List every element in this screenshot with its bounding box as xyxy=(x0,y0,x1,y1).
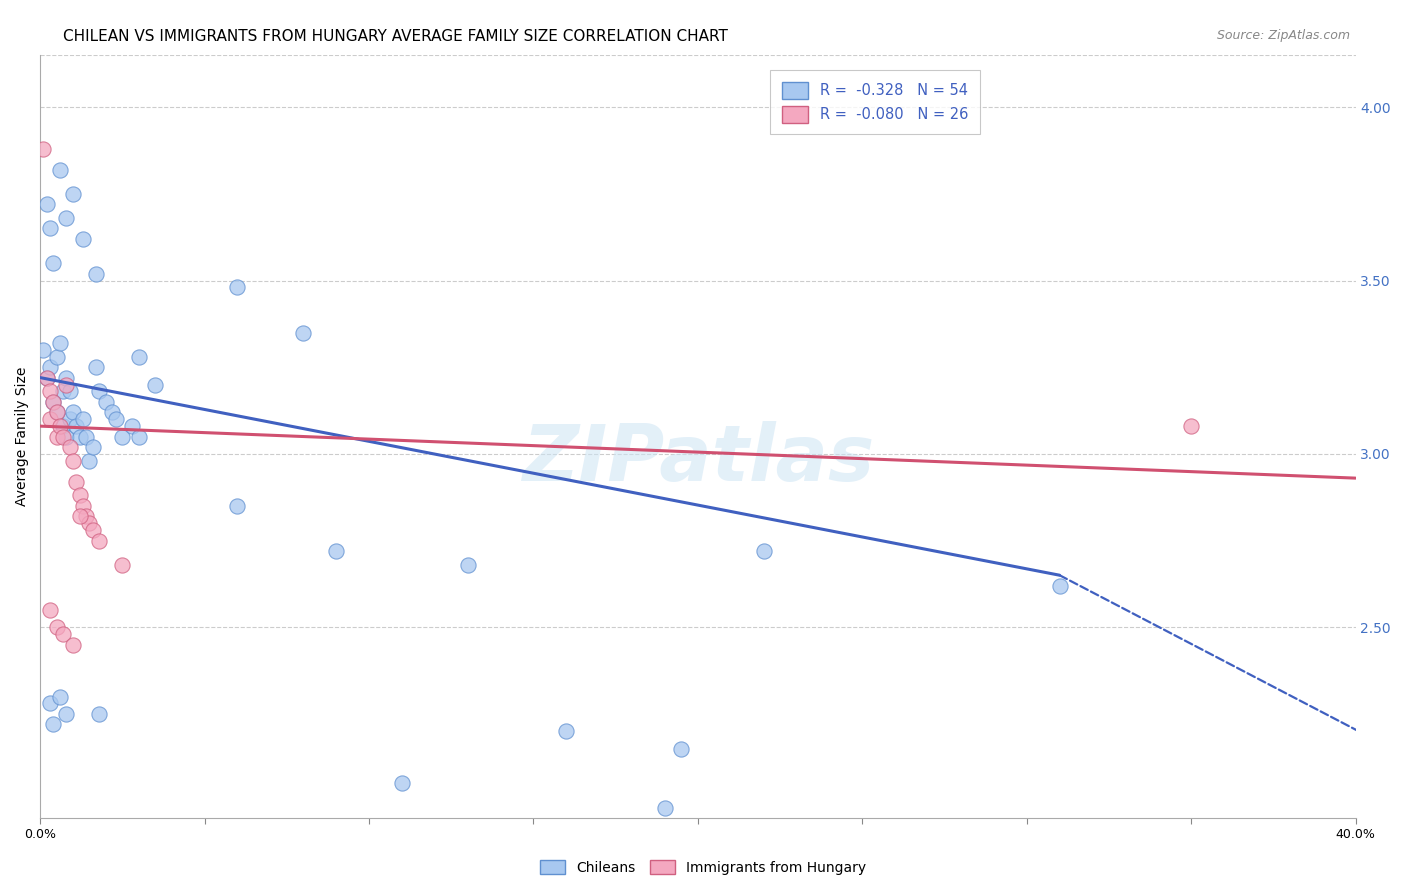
Point xyxy=(49,162,72,177)
Y-axis label: Average Family Size: Average Family Size xyxy=(15,367,30,506)
Point xyxy=(104,412,127,426)
Text: ZIPatlas: ZIPatlas xyxy=(522,421,875,498)
Point xyxy=(52,627,75,641)
Point xyxy=(42,717,65,731)
Point xyxy=(62,186,84,201)
Point xyxy=(62,405,84,419)
Point xyxy=(111,429,134,443)
Point xyxy=(49,419,72,434)
Point xyxy=(89,533,111,548)
Point xyxy=(62,454,84,468)
Legend: R =  -0.328   N = 54, R =  -0.080   N = 26: R = -0.328 N = 54, R = -0.080 N = 26 xyxy=(770,70,980,135)
Point xyxy=(226,499,249,513)
Point xyxy=(39,412,62,426)
Point xyxy=(65,475,87,489)
Point xyxy=(1180,419,1202,434)
Point xyxy=(32,142,55,156)
Point xyxy=(62,638,84,652)
Point xyxy=(52,419,75,434)
Point xyxy=(79,516,101,531)
Point xyxy=(49,335,72,350)
Point xyxy=(59,412,82,426)
Point xyxy=(55,429,77,443)
Point xyxy=(84,360,107,375)
Point xyxy=(65,419,87,434)
Point xyxy=(35,370,58,384)
Point xyxy=(42,395,65,409)
Point xyxy=(101,405,124,419)
Point xyxy=(69,488,91,502)
Point xyxy=(32,343,55,357)
Text: CHILEAN VS IMMIGRANTS FROM HUNGARY AVERAGE FAMILY SIZE CORRELATION CHART: CHILEAN VS IMMIGRANTS FROM HUNGARY AVERA… xyxy=(63,29,728,44)
Point xyxy=(72,499,94,513)
Point xyxy=(75,429,97,443)
Point xyxy=(55,211,77,225)
Point xyxy=(45,350,67,364)
Point xyxy=(128,350,150,364)
Point xyxy=(45,405,67,419)
Point xyxy=(72,412,94,426)
Point xyxy=(52,429,75,443)
Point xyxy=(72,232,94,246)
Point xyxy=(111,558,134,572)
Point xyxy=(84,267,107,281)
Point xyxy=(45,429,67,443)
Point xyxy=(226,280,249,294)
Text: Source: ZipAtlas.com: Source: ZipAtlas.com xyxy=(1216,29,1350,42)
Point xyxy=(75,509,97,524)
Point xyxy=(55,377,77,392)
Point xyxy=(128,429,150,443)
Point xyxy=(457,558,479,572)
Point xyxy=(69,429,91,443)
Point xyxy=(42,395,65,409)
Point xyxy=(89,384,111,399)
Point xyxy=(39,360,62,375)
Point xyxy=(79,454,101,468)
Point xyxy=(59,440,82,454)
Point xyxy=(52,384,75,399)
Point xyxy=(39,384,62,399)
Point xyxy=(39,221,62,235)
Point xyxy=(35,370,58,384)
Point xyxy=(752,544,775,558)
Point xyxy=(654,800,676,814)
Point xyxy=(35,197,58,211)
Point xyxy=(69,509,91,524)
Point xyxy=(55,370,77,384)
Point xyxy=(82,523,104,537)
Point xyxy=(39,697,62,711)
Point xyxy=(555,724,578,739)
Point xyxy=(671,741,693,756)
Point xyxy=(89,706,111,721)
Point xyxy=(391,776,413,790)
Point xyxy=(82,440,104,454)
Point xyxy=(55,706,77,721)
Point xyxy=(143,377,166,392)
Point xyxy=(292,326,315,340)
Point xyxy=(94,395,117,409)
Point xyxy=(59,384,82,399)
Point xyxy=(121,419,143,434)
Point xyxy=(1049,579,1071,593)
Point xyxy=(45,620,67,634)
Point xyxy=(39,603,62,617)
Point xyxy=(49,690,72,704)
Point xyxy=(45,405,67,419)
Point xyxy=(325,544,347,558)
Point xyxy=(42,256,65,270)
Legend: Chileans, Immigrants from Hungary: Chileans, Immigrants from Hungary xyxy=(534,855,872,880)
